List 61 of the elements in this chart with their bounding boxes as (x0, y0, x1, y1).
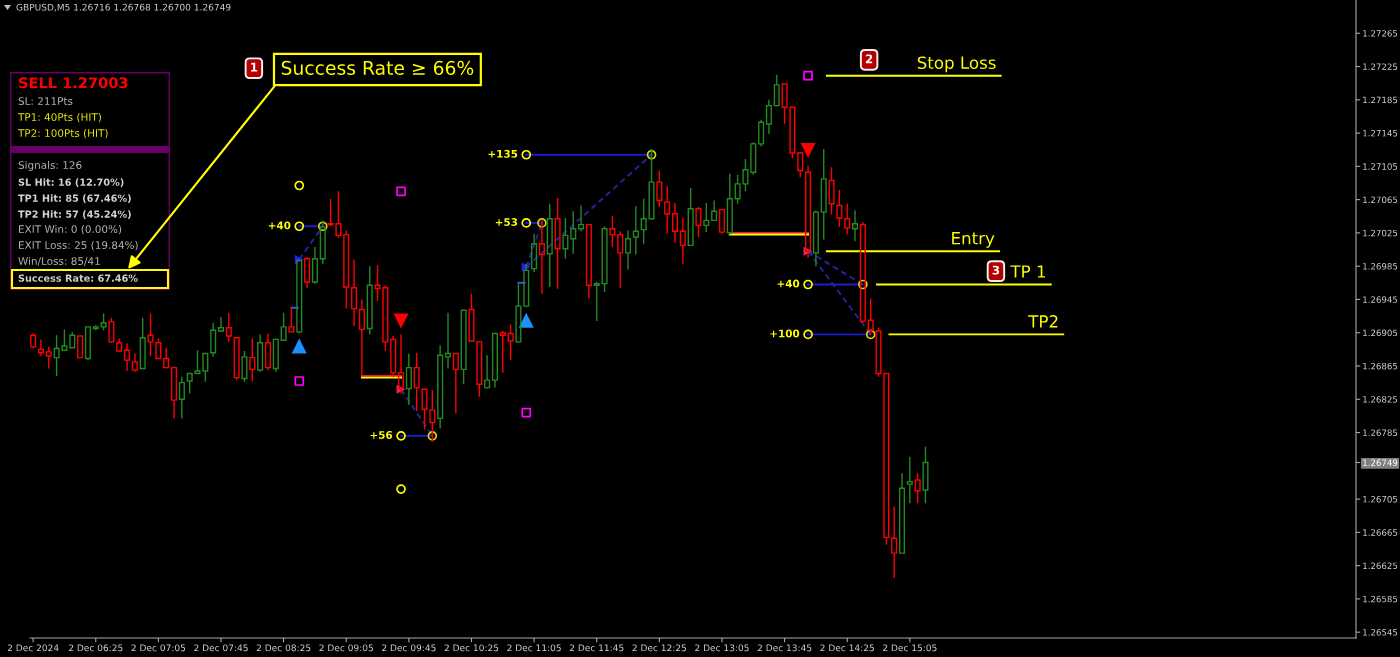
x-tick-label: 2 Dec 15:05 (883, 644, 937, 652)
y-tick-label: 1.26705 (1363, 495, 1398, 503)
annotation: Success Rate ≥ 66% (281, 60, 474, 75)
annotation: TP2 Hit: 57 (45.24%) (18, 210, 131, 219)
annotation: +53 (495, 218, 518, 226)
y-tick-label: 1.27225 (1363, 63, 1398, 70)
y-tick-label: 1.27145 (1363, 129, 1398, 137)
annotation: 1 (251, 62, 258, 72)
text: SELL 1.27003 (19, 77, 128, 89)
annotation: +56 (370, 431, 393, 439)
y-tick-label: 1.26985 (1363, 263, 1398, 270)
annotation: Success Rate: 67.46% (18, 274, 138, 282)
annotation: 3 (992, 265, 1000, 275)
y-tick-label: 1.26905 (1363, 329, 1398, 337)
annotation: +40 (777, 279, 800, 288)
y-tick-label: 1.27065 (1363, 196, 1398, 204)
y-tick-label: 1.26865 (1363, 362, 1398, 370)
x-tick-label: 2 Dec 13:05 (695, 644, 749, 652)
x-tick-label: 2 Dec 09:45 (382, 644, 436, 652)
y-tick-label: 1.26625 (1363, 562, 1398, 570)
x-tick-label: 2 Dec 07:45 (194, 644, 248, 652)
y-tick-label: 1.27185 (1363, 96, 1398, 104)
x-tick-label: 2 Dec 09:05 (319, 644, 373, 652)
annotation: +100 (770, 329, 800, 338)
annotation: Win/Loss: 85/41 (18, 256, 100, 266)
series-label: TP 1 (1010, 265, 1046, 278)
x-tick-label: 2 Dec 14:25 (820, 644, 874, 652)
annotation: Signals: 126 (18, 160, 82, 172)
x-tick-label: 2 Dec 08:25 (256, 644, 311, 652)
annotation: 2 (865, 54, 873, 64)
annotation: EXIT Loss: 25 (19.84%) (19, 240, 138, 251)
series-label: TP2 (1028, 315, 1058, 328)
x-tick-label: 2 Dec 2024 (7, 644, 59, 652)
y-tick-label: 1.27025 (1363, 229, 1398, 237)
x-tick-label: 2 Dec 06:25 (68, 644, 123, 652)
y-tick-label: 1.26785 (1363, 429, 1398, 436)
annotation: SL: 211Pts (18, 97, 73, 106)
annotation: TP1: 40Pts (HIT) (17, 112, 101, 123)
x-tick-label: 2 Dec 10:25 (444, 644, 499, 652)
series-label: Stop Loss (917, 56, 996, 73)
x-tick-label: 2 Dec 11:45 (569, 644, 624, 652)
annotation: +40 (268, 221, 291, 230)
y-tick-label: 1.26545 (1363, 629, 1398, 636)
x-tick-label: 2 Dec 11:05 (507, 644, 561, 652)
y-tick-label: 1.26749 (1363, 459, 1398, 466)
series-label: Entry (952, 232, 995, 248)
y-tick-label: 1.26825 (1363, 396, 1398, 403)
x-tick-label: 2 Dec 12:25 (632, 644, 687, 652)
y-tick-label: 1.26945 (1363, 296, 1398, 303)
chart-title: GBPUSD,M5 1.26716 1.26768 1.26700 1.26749 (16, 3, 231, 12)
annotation: SL Hit: 16 (12.70%) (18, 178, 124, 187)
y-tick-label: 1.26585 (1363, 595, 1398, 603)
y-tick-label: 1.27105 (1363, 163, 1398, 170)
annotation: TP2: 100Pts (HIT) (17, 128, 108, 139)
x-tick-label: 2 Dec 07:05 (131, 644, 186, 652)
y-tick-label: 1.26665 (1363, 529, 1398, 536)
annotation: +135 (488, 149, 518, 158)
annotation: EXIT Win: 0 (0.00%) (19, 224, 122, 235)
annotation: TP1 Hit: 85 (67.46%) (18, 194, 131, 203)
x-tick-label: 2 Dec 13:45 (757, 644, 812, 652)
y-tick-label: 1.27265 (1363, 30, 1398, 37)
